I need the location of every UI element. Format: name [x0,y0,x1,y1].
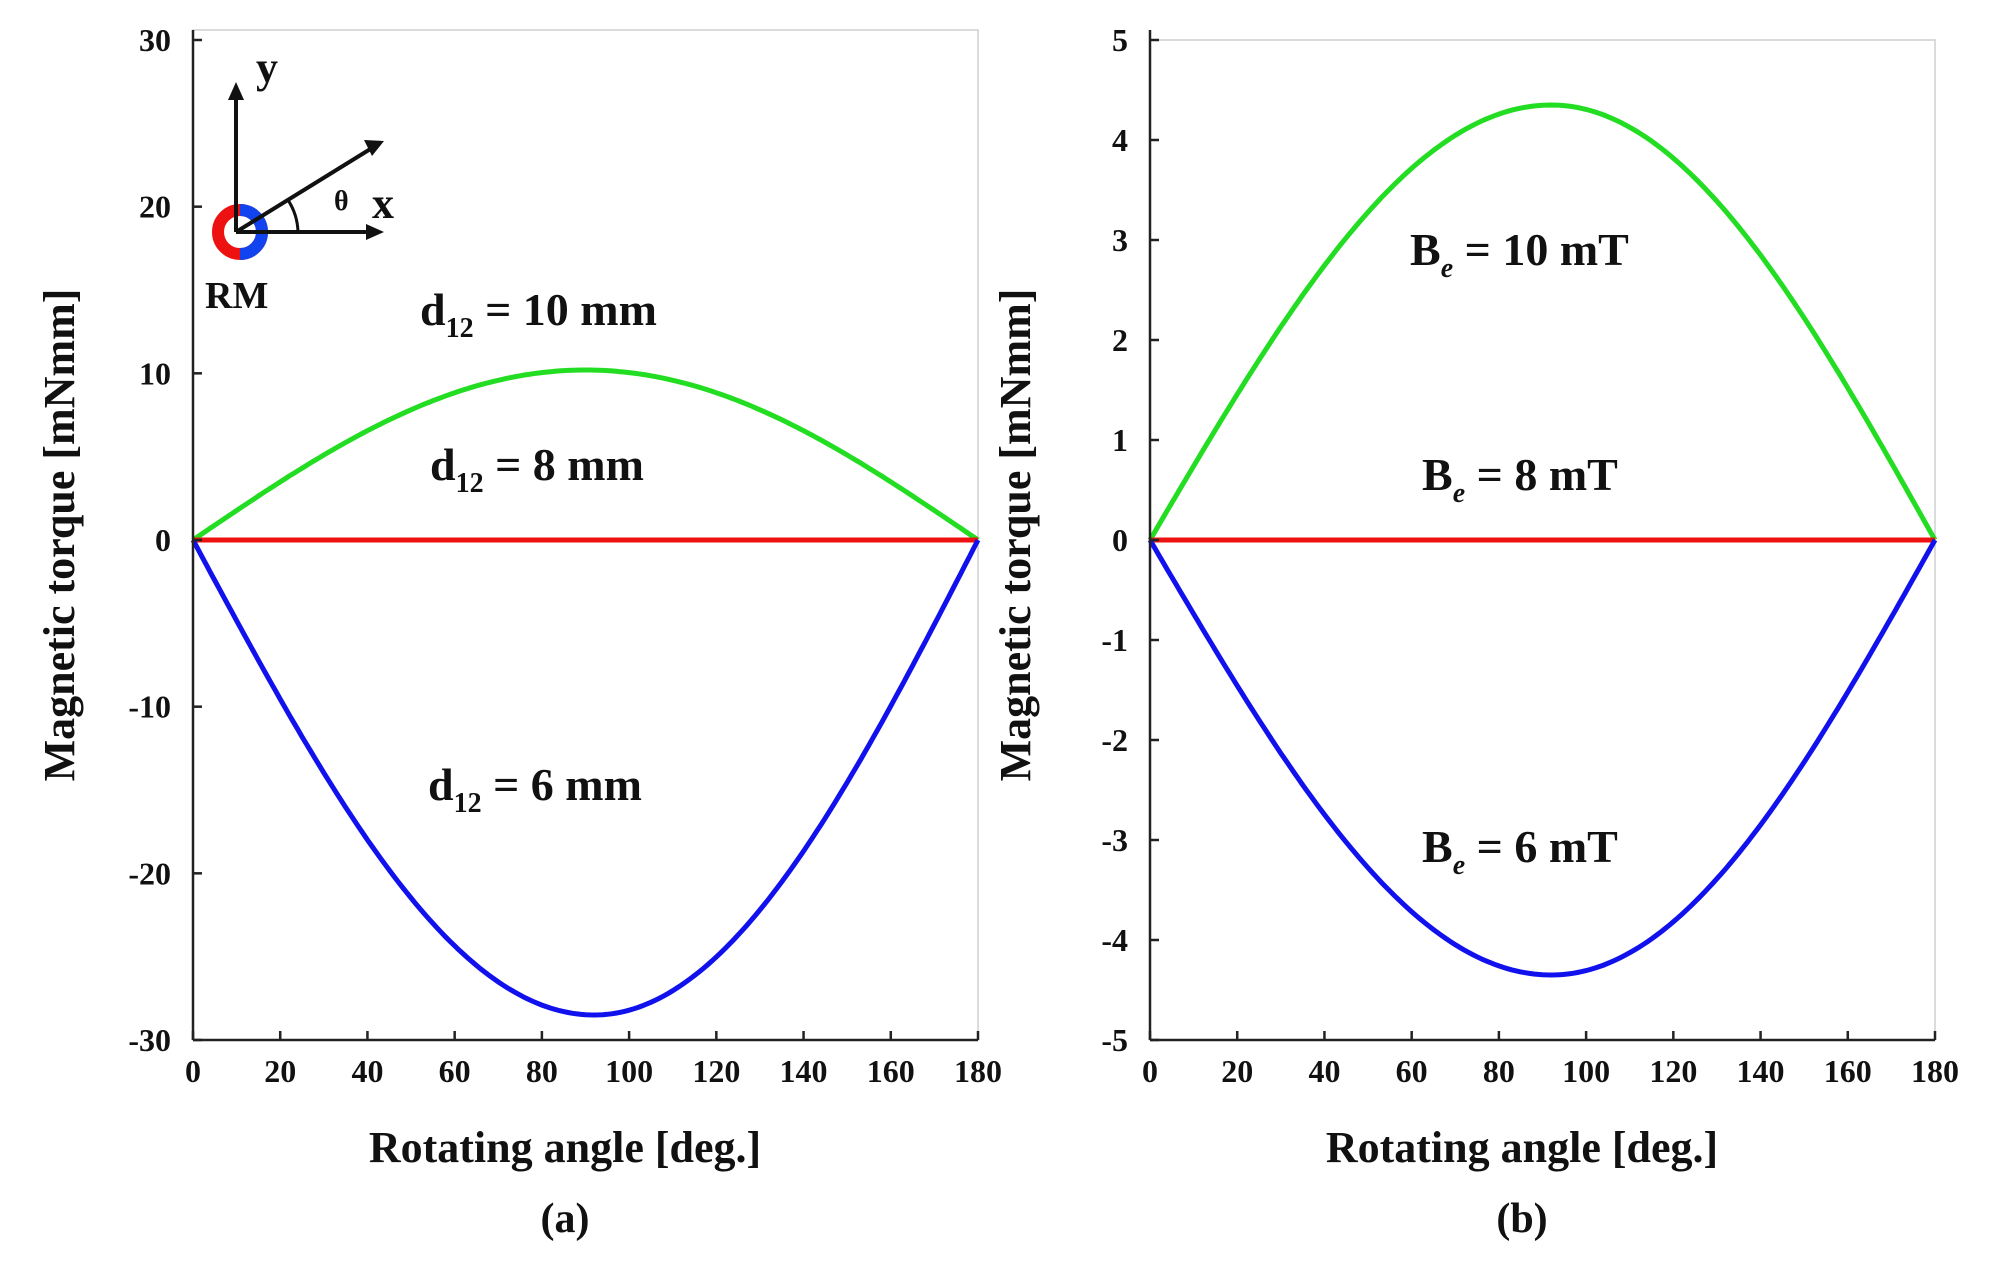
ticks-a: 0 20 40 60 80 100 120 140 160 180 -30 -20 -10 0 10 20 30 [128,22,1002,1089]
inset-x-label: x [372,179,394,228]
series-line-green [1147,102,1938,542]
inset-y-label: y [256,43,278,92]
series-line-blue [1147,538,1938,978]
panel-label-b: (b) [1496,1196,1547,1242]
y-tick-label: 3 [1112,222,1128,258]
x-tick-label: 40 [1308,1053,1340,1089]
series-group-a [190,367,981,1018]
y-tick-label: 5 [1112,22,1128,58]
y-tick-label: 20 [139,189,171,225]
y-tick-label: 10 [139,355,171,391]
curve-label-a-blue: d12 = 6 mm [428,759,642,819]
inset-angle-label: θ [334,186,349,217]
panel-label-a: (a) [541,1196,590,1242]
x-tick-label: 160 [1824,1053,1872,1089]
y-tick-label: -2 [1101,722,1128,758]
angle-arc [286,199,300,233]
x-tick-label: 60 [439,1053,471,1089]
x-tick-label: 140 [780,1053,828,1089]
direction-arrow-line [234,146,374,234]
y-tick-label: -30 [128,1022,171,1058]
x-tick-label: 80 [1483,1053,1515,1089]
curve-label-b-green: Be = 10 mT [1410,224,1629,284]
curve-label-a-red: d12 = 8 mm [430,439,644,499]
x-tick-label: 0 [1142,1053,1158,1089]
y-tick-label: -1 [1101,622,1128,658]
axes-b [1148,30,1935,1042]
curve-label-b-blue: Be = 6 mT [1422,821,1618,881]
y-tick-label: 0 [1112,522,1128,558]
x-tick-label: 0 [185,1053,201,1089]
x-tick-label: 20 [264,1053,296,1089]
x-tick-label: 160 [867,1053,915,1089]
x-tick-label: 120 [1649,1053,1697,1089]
series-group-b [1147,102,1938,978]
x-tick-label: 140 [1737,1053,1785,1089]
y-axis-label-a: Magnetic torque [mNmm] [35,289,84,782]
inset-magnet-label: RM [205,275,268,317]
series-line-blue [190,538,981,1018]
x-tick-label: 180 [954,1053,1002,1089]
curve-label-b-red: Be = 8 mT [1422,449,1618,509]
series-line-green [191,367,980,543]
y-tick-label: -20 [128,855,171,891]
ticks-b: 0 20 40 60 80 100 120 140 160 180 -5 -4 -3 -2 -1 0 1 2 3 4 5 [1101,22,1959,1089]
coordinate-inset: y x θ RM [205,43,394,317]
x-axis-label-b: Rotating angle [deg.] [1326,1123,1718,1172]
y-tick-label: 0 [155,522,171,558]
y-tick-label: -3 [1101,822,1128,858]
x-tick-label: 100 [1562,1053,1610,1089]
chart-panel-b: 0 20 40 60 80 100 120 140 160 180 -5 -4 -3 -2 -1 0 1 2 3 4 5… [991,22,1959,1242]
y-tick-label: -4 [1101,922,1128,958]
y-tick-label: 4 [1112,122,1128,158]
y-axis-arrowhead [228,82,244,100]
y-tick-label: -5 [1101,1022,1128,1058]
y-tick-label: 30 [139,22,171,58]
curve-label-a-green: d12 = 10 mm [420,284,657,344]
direction-arrowhead [364,140,384,156]
x-tick-label: 180 [1911,1053,1959,1089]
x-tick-label: 40 [351,1053,383,1089]
plot-frame-a [192,29,979,1041]
chart-panel-a: 0 20 40 60 80 100 120 140 160 180 -30 -20 -10 0 10 20 30… [35,22,1002,1242]
axes-a [191,30,978,1042]
y-axis-label-b: Magnetic torque [mNmm] [991,289,1040,782]
x-tick-label: 100 [605,1053,653,1089]
y-tick-label: 1 [1112,422,1128,458]
x-axis-arrowhead [366,224,384,240]
x-tick-label: 80 [526,1053,558,1089]
x-tick-label: 120 [692,1053,740,1089]
x-axis-label-a: Rotating angle [deg.] [369,1123,761,1172]
y-tick-label: -10 [128,689,171,725]
y-tick-label: 2 [1112,322,1128,358]
x-tick-label: 60 [1396,1053,1428,1089]
x-tick-label: 20 [1221,1053,1253,1089]
